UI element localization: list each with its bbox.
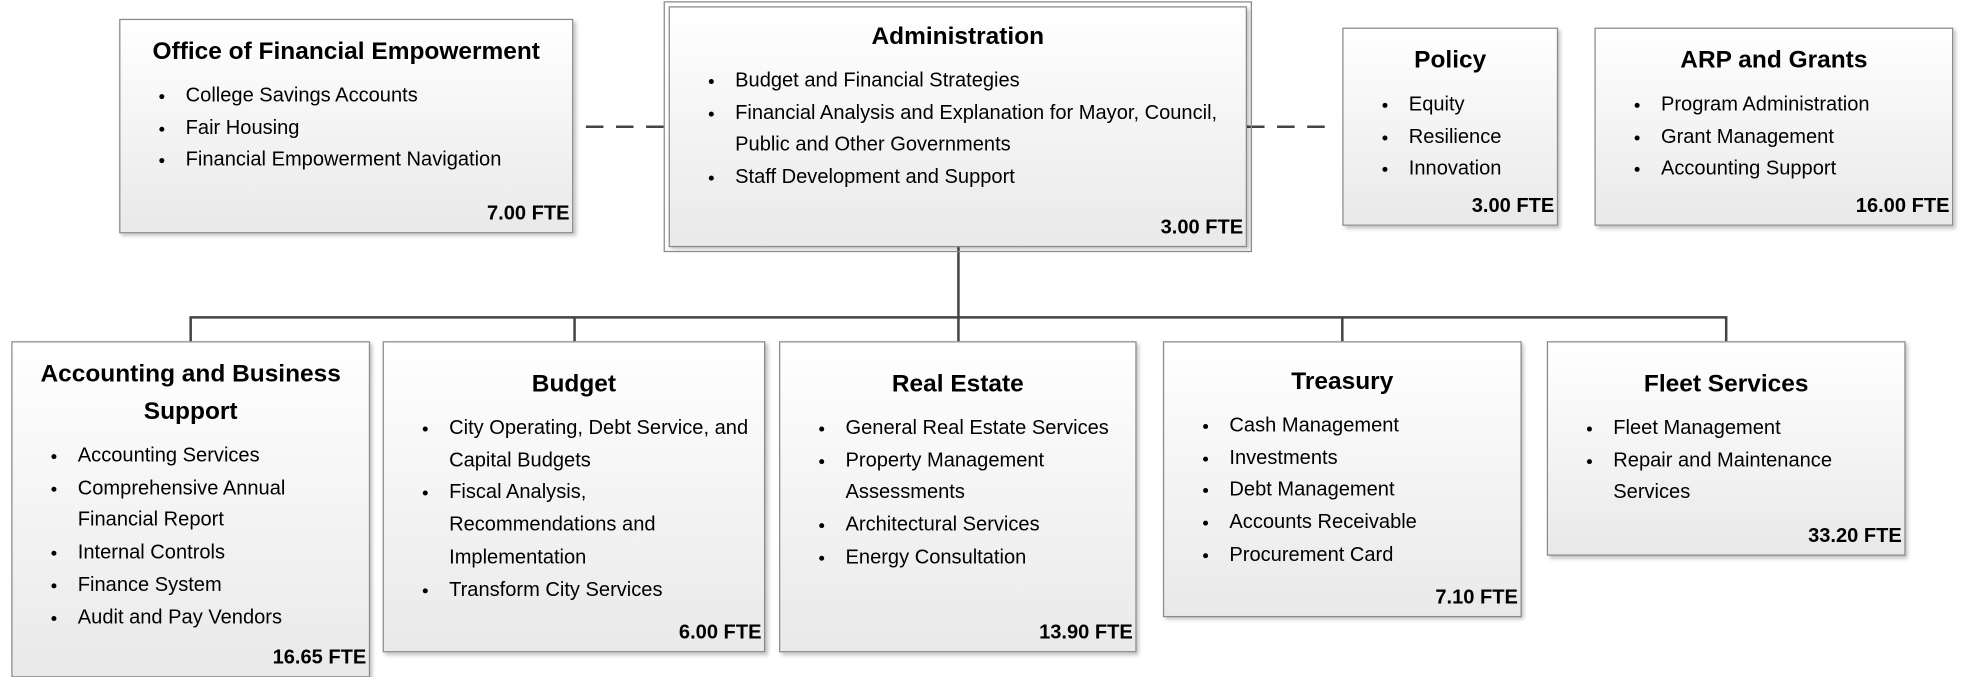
item-list: City Operating, Debt Service, and Capita… <box>384 413 764 606</box>
org-box: Office of Financial Empowerment College S… <box>119 18 574 234</box>
fte-count: 16.65 FTE <box>272 647 367 669</box>
item-list: Accounting ServicesComprehensive Annual … <box>13 440 369 633</box>
list-item: Audit and Pay Vendors <box>70 602 361 634</box>
fte-count: 16.00 FTE <box>1855 195 1950 218</box>
fte-count: 7.10 FTE <box>1435 587 1518 609</box>
box-title: Budget <box>531 370 617 398</box>
fte-count: 6.00 FTE <box>678 622 762 644</box>
fte-count: 3.00 FTE <box>1160 217 1244 239</box>
box-title: Office of Financial Empowerment <box>152 37 540 66</box>
list-item: Budget and Financial Strategies <box>728 65 1239 97</box>
list-item: Fair Housing <box>178 113 564 145</box>
fte-count: 33.20 FTE <box>1808 525 1902 547</box>
list-item: Financial Analysis and Explanation for M… <box>728 97 1239 161</box>
fte-count: 7.00 FTE <box>486 203 570 225</box>
list-item: Fleet Management <box>1606 413 1897 445</box>
list-item: Program Administration <box>1653 89 1944 121</box>
org-box: Accounting and Business Support Accountin… <box>11 341 371 677</box>
list-item: Resilience <box>1401 121 1549 153</box>
item-list: College Savings AccountsFair HousingFina… <box>120 80 572 177</box>
box-title: Real Estate <box>891 370 1024 398</box>
list-item: Financial Empowerment Navigation <box>178 145 564 177</box>
list-item: Equity <box>1401 89 1549 121</box>
list-item: Repair and Maintenance Services <box>1606 445 1897 509</box>
org-box: Budget City Operating, Debt Service, and … <box>382 341 766 653</box>
box-title: ARP and Grants <box>1680 46 1868 75</box>
list-item: College Savings Accounts <box>178 80 564 112</box>
item-list: Cash ManagementInvestmentsDebt Managemen… <box>1164 410 1520 571</box>
list-item: Cash Management <box>1222 410 1513 442</box>
list-item: Energy Consultation <box>838 542 1128 574</box>
list-item: Accounts Receivable <box>1222 507 1513 539</box>
org-box: Fleet Services Fleet ManagementRepair and… <box>1546 341 1906 556</box>
list-item: Investments <box>1222 442 1513 474</box>
list-item: Grant Management <box>1653 121 1944 153</box>
list-item: Fiscal Analysis, Recommendations and Imp… <box>442 477 757 574</box>
box-title: Accounting and Business Support <box>40 360 341 426</box>
list-item: Finance System <box>70 569 361 601</box>
list-item: Accounting Support <box>1653 154 1944 186</box>
org-box: Administration Budget and Financial Strat… <box>663 1 1252 253</box>
org-box: Real Estate General Real Estate ServicesP… <box>779 341 1137 653</box>
item-list: Budget and Financial StrategiesFinancial… <box>670 65 1246 194</box>
org-box: ARP and Grants Program AdministrationGran… <box>1594 27 1954 226</box>
item-list: General Real Estate ServicesProperty Man… <box>780 413 1135 574</box>
fte-count: 3.00 FTE <box>1471 195 1555 218</box>
list-item: Staff Development and Support <box>728 162 1239 194</box>
list-item: Internal Controls <box>70 537 361 569</box>
box-title: Policy <box>1414 46 1487 75</box>
list-item: Innovation <box>1401 154 1549 186</box>
box-title: Fleet Services <box>1643 370 1809 398</box>
fte-count: 13.90 FTE <box>1039 622 1133 644</box>
list-item: Debt Management <box>1222 475 1513 507</box>
item-list: Fleet ManagementRepair and Maintenance S… <box>1548 413 1904 510</box>
list-item: Architectural Services <box>838 509 1128 541</box>
list-item: Property Management Assessments <box>838 445 1128 509</box>
item-list: EquityResilienceInnovation <box>1344 89 1557 186</box>
org-box: Treasury Cash ManagementInvestmentsDebt M… <box>1162 341 1522 618</box>
list-item: Accounting Services <box>70 440 361 472</box>
list-item: Procurement Card <box>1222 539 1513 571</box>
list-item: General Real Estate Services <box>838 413 1128 445</box>
list-item: Transform City Services <box>442 574 757 606</box>
list-item: Comprehensive Annual Financial Report <box>70 473 361 537</box>
org-box: Policy EquityResilienceInnovation 3.00 FTE <box>1342 27 1559 226</box>
box-title: Treasury <box>1291 367 1394 396</box>
box-title: Administration <box>871 22 1045 51</box>
item-list: Program AdministrationGrant ManagementAc… <box>1596 89 1952 186</box>
list-item: City Operating, Debt Service, and Capita… <box>442 413 757 477</box>
